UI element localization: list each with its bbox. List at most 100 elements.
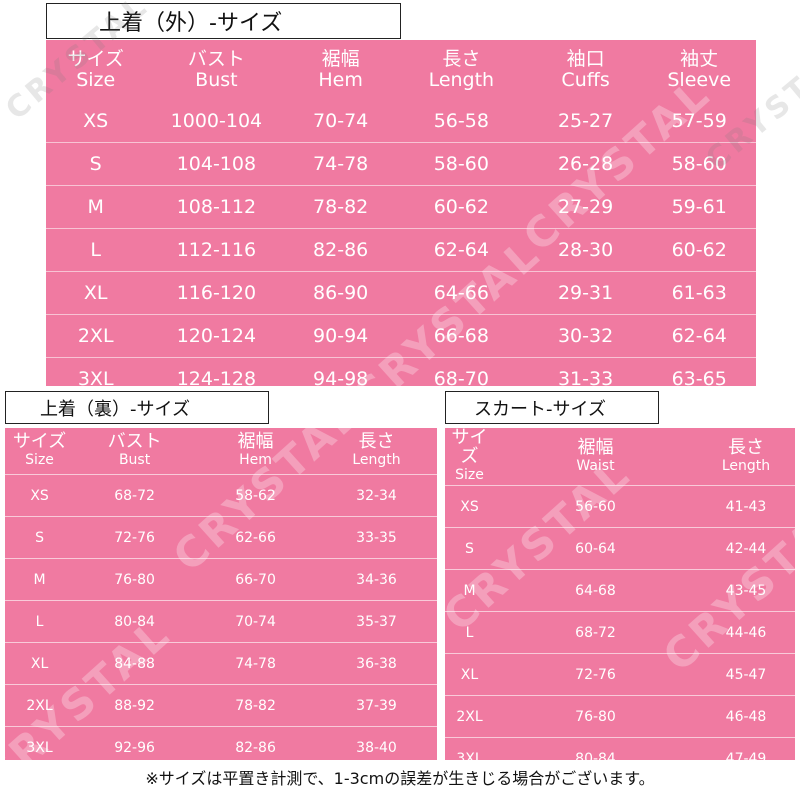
header-length: 長さ Length [394,40,529,100]
table-cell: 70-74 [313,110,369,132]
table-row: 3XL 80-84 47-49 [445,737,795,760]
table-row: S 104-108 74-78 58-60 26-28 58-60 [46,142,756,186]
table-cell: 74-78 [287,142,394,186]
table-cell: 62-66 [195,516,317,559]
table-cell: 64-66 [393,271,529,315]
table-cell: 41-43 [697,485,795,528]
table-cell: 25-27 [557,110,614,132]
table-cell: 116-120 [145,271,288,315]
inner-title-box: 上着（裏）-サイズ [5,391,269,424]
table-cell: 56-60 [494,485,697,528]
table-cell: 76-80 [74,558,196,601]
table-row: XS 1000-104 70-74 56-58 25-27 57-59 [46,100,756,143]
table-cell: 72-76 [74,516,196,559]
table-cell: 88-92 [74,684,196,727]
table-cell: 74-78 [195,642,317,685]
inner-title: 上着（裏）-サイズ [40,398,190,420]
table-row: XS 56-60 41-43 [445,485,795,528]
table-cell: XS [445,485,494,528]
table-cell: 31-33 [528,357,643,386]
table-cell: 64-68 [494,569,697,612]
table-row: M 108-112 78-82 60-62 27-29 59-61 [46,185,756,229]
table-cell: 108-112 [145,185,288,229]
top-size-panel: サイズ Size バスト Bust 裾幅 Hem 長さ Length 袖口 Cuffs 袖丈 Slee… [46,40,756,386]
table-cell: 30-32 [528,314,643,358]
table-cell: 58-60 [393,142,529,186]
table-cell: 46-48 [697,695,795,738]
header-label-ja: サイズ [451,428,488,467]
header-hem: 裾幅 Hem [195,428,316,475]
table-row: 2XL 120-124 90-94 66-68 30-32 62-64 [46,314,756,358]
table-cell: 57-59 [671,110,727,132]
table-cell: 68-70 [393,357,529,386]
table-cell: S [445,527,494,570]
table-cell: 29-31 [528,271,643,315]
table-cell: XL [46,271,146,315]
header-label-ja: サイズ [12,431,67,452]
table-row: XL 72-76 45-47 [445,653,795,696]
table-cell: 36-38 [316,642,437,685]
top-title: 上着（外）-サイズ [99,11,283,36]
table-cell: XL [5,642,75,685]
table-cell: 124-128 [145,357,288,386]
skirt-size-panel: サイズ Size 裾幅 Waist 長さ Length XS 56-60 41-43 S 60-6… [445,428,795,760]
header-label-en: Length [352,452,401,468]
table-row: XL 116-120 86-90 64-66 29-31 61-63 [46,271,756,315]
table-cell: 66-70 [195,558,317,601]
table-cell: 2XL [46,314,146,358]
header-sleeve: 袖丈 Sleeve [642,40,756,100]
table-cell: 28-30 [528,228,643,272]
table-cell: XS [5,474,75,517]
header-label-en: Bust [195,69,238,91]
table-cell: 33-35 [316,516,437,559]
table-row: 3XL 92-96 82-86 38-40 [5,726,437,760]
header-label-ja: サイズ [67,48,124,70]
table-cell: 78-82 [287,185,394,229]
header-label-en: Size [455,467,484,483]
table-row: M 64-68 43-45 [445,569,795,612]
table-cell: S [46,142,146,186]
header-label-en: Length [428,69,495,91]
table-row: XL 84-88 74-78 36-38 [5,642,437,685]
table-cell: 58-62 [195,474,317,517]
table-cell: 68-72 [494,611,697,654]
table-cell: 70-74 [195,600,317,643]
header-label-ja: 裾幅 [577,436,614,458]
header-bust: バスト Bust [145,40,287,100]
table-cell: 84-88 [74,642,196,685]
header-label-en: Waist [576,457,615,474]
inner-size-table: サイズ Size バスト Bust 裾幅 Hem 長さ Length XS 68-72 58-62… [5,428,437,760]
table-cell: 92-96 [74,726,196,760]
header-label-ja: 長さ [358,431,395,452]
table-cell: 80-84 [494,737,697,760]
table-cell: 45-47 [697,653,795,696]
header-cuffs: 袖口 Cuffs [529,40,643,100]
table-cell: 80-84 [74,600,196,643]
table-cell: 60-64 [494,527,697,570]
header-size: サイズ Size [46,40,145,100]
table-cell: 37-39 [316,684,437,727]
table-cell: 2XL [5,684,75,727]
header-label-en: Bust [118,452,151,468]
table-cell: XS [83,110,109,132]
table-cell: 26-28 [528,142,643,186]
table-cell: 59-61 [642,185,756,229]
header-bust: バスト Bust [74,428,195,475]
table-row: S 72-76 62-66 33-35 [5,516,437,559]
table-cell: S [5,516,75,559]
table-row: L 80-84 70-74 35-37 [5,600,437,643]
table-cell: M [445,569,494,612]
header-label-ja: 袖丈 [680,48,719,70]
table-cell: 56-58 [433,110,489,132]
header-size: サイズ Size [5,428,74,475]
table-cell: M [5,558,75,601]
header-label-ja: バスト [107,431,162,452]
header-label-en: Hem [318,69,363,91]
table-cell: 47-49 [697,737,795,760]
header-label-en: Length [721,457,771,474]
table-cell: 27-29 [528,185,643,229]
table-cell: 104-108 [145,142,288,186]
table-cell: L [445,611,494,654]
table-cell: 34-36 [316,558,437,601]
table-cell: M [46,185,146,229]
